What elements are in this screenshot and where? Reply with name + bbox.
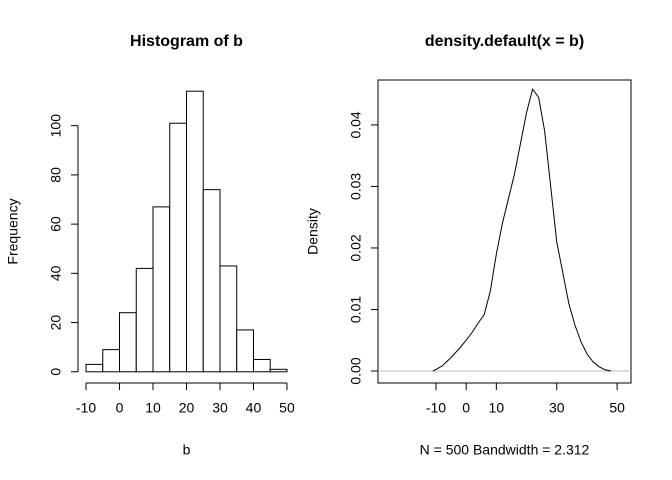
- y-tick-label: 80: [48, 167, 64, 183]
- y-tick-label: 0.04: [348, 111, 364, 138]
- chart-title: density.default(x = b): [425, 33, 584, 50]
- x-tick-label: -10: [426, 400, 446, 416]
- x-tick-label: 50: [609, 400, 625, 416]
- x-tick-label: 0: [462, 400, 470, 416]
- bar: [219, 265, 238, 373]
- x-tick-label: -10: [76, 400, 96, 416]
- y-tick-label: 0.01: [348, 296, 364, 323]
- bar: [236, 329, 254, 373]
- y-tick-label: 0.00: [348, 357, 364, 384]
- x-tick-label: 30: [212, 400, 228, 416]
- x-tick-label: 20: [179, 400, 195, 416]
- x-tick-label: 10: [489, 400, 505, 416]
- y-tick-label: 0: [48, 368, 64, 376]
- bar: [169, 122, 188, 373]
- bar: [252, 358, 271, 373]
- chart-title: Histogram of b: [130, 33, 243, 50]
- bar: [202, 189, 221, 373]
- x-axis-label: b: [183, 442, 191, 458]
- x-tick-label: 40: [246, 400, 262, 416]
- y-tick-label: 20: [48, 315, 64, 331]
- plot-box: [377, 79, 632, 384]
- y-tick-label: 100: [48, 114, 64, 138]
- y-axis-label: Frequency: [5, 198, 21, 264]
- x-tick-label: 10: [145, 400, 161, 416]
- bar: [102, 349, 121, 373]
- x-tick-label: 0: [116, 400, 124, 416]
- density-line: [432, 88, 612, 372]
- bar: [269, 368, 288, 373]
- bar: [119, 312, 137, 373]
- bar: [135, 267, 154, 373]
- y-tick-label: 40: [48, 265, 64, 281]
- bar: [186, 90, 204, 373]
- y-tick-label: 60: [48, 216, 64, 232]
- x-tick-label: 30: [549, 400, 565, 416]
- x-tick-label: 50: [279, 400, 295, 416]
- y-tick-label: 0.02: [348, 234, 364, 261]
- bar: [85, 363, 104, 373]
- x-axis-label: N = 500 Bandwidth = 2.312: [420, 442, 590, 458]
- bar: [152, 206, 171, 373]
- y-axis-label: Density: [305, 208, 321, 255]
- y-tick-label: 0.03: [348, 173, 364, 200]
